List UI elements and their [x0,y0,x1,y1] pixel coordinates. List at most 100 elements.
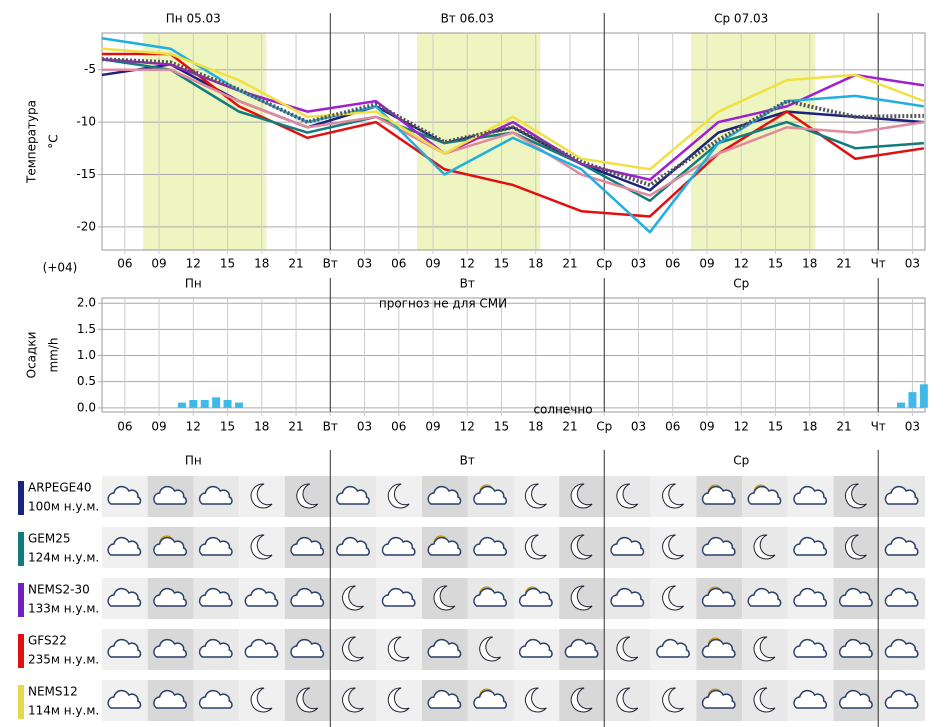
x-tick-label: Чт [871,257,886,271]
cloud-icon [701,689,736,709]
moon-icon [570,687,593,713]
cloud-icon [153,485,187,505]
y-tick-label: 0.5 [77,374,96,388]
cloud-icon [701,638,736,658]
cloud-icon [290,536,325,556]
icon-cell [650,476,697,517]
precip-bar [223,399,232,408]
x-tick-label: 03 [905,420,920,434]
icon-cell [650,578,697,619]
icon-cell [742,680,788,721]
model-altitude: 235м н.у.м. [28,653,99,667]
model-name: NEMS2-30 [28,583,90,597]
moon-icon [524,534,547,560]
icon-day-label: Пн [185,454,202,468]
icon-cell [376,680,423,721]
moon-icon [570,534,593,560]
icon-cell [376,629,423,670]
cloud-icon [884,485,919,505]
cloud-icon [153,638,187,658]
moon-icon [662,534,684,560]
icon-cell [239,476,285,517]
moon-icon [570,585,593,611]
moon-icon [342,636,364,662]
x-tick-label: 15 [494,257,509,271]
temperature-line [102,52,925,218]
model-altitude: 114м н.у.м. [28,704,99,718]
icon-cell [513,680,560,721]
precip-bar [908,392,917,408]
cloud-icon [198,638,233,658]
cloud-icon [427,638,462,658]
moon-icon [524,483,547,509]
y-tick-label: 1.5 [77,322,96,336]
cloud-icon [793,689,828,709]
cloud-icon [473,485,507,505]
icon-cell [650,527,697,568]
icon-cell [833,476,880,517]
x-tick-label: 06 [391,420,406,434]
cloud-icon [838,638,873,658]
cloud-icon [336,485,370,505]
model-name: ARPEGE40 [28,481,92,495]
model-marker [18,532,24,566]
moon-icon [250,483,273,509]
x-tick-label: 06 [391,257,406,271]
icon-cell [650,680,697,721]
cloud-icon [153,689,187,709]
x-tick-label: 15 [494,420,509,434]
x-tick-label: 12 [186,257,201,271]
cloud-icon [473,689,507,709]
cloud-icon [884,638,919,658]
moon-icon [616,483,639,509]
moon-icon [387,483,410,509]
model-marker [18,481,24,515]
icon-cell [239,527,285,568]
x-tick-label: 06 [117,257,132,271]
model-altitude: 133м н.у.м. [28,602,99,616]
day-label: Вт 06.03 [441,12,494,26]
icon-cell [559,578,605,619]
cloud-icon [564,638,599,658]
annotation: солнечно [533,403,592,417]
model-marker [18,685,24,719]
cloud-icon [427,689,462,709]
x-tick-label: 21 [288,420,303,434]
y-tick-label: -5 [84,62,96,76]
cloud-icon [107,587,142,607]
moon-icon [753,534,776,560]
cloud-icon [153,536,187,556]
cloud-icon [518,587,553,607]
moon-icon [433,585,456,611]
cloud-icon [427,536,462,556]
x-tick-label: 06 [665,420,680,434]
icon-cell [330,578,377,619]
moon-icon [845,483,867,509]
moon-icon [753,636,776,662]
cloud-icon [701,485,736,505]
timezone: (+04) [43,261,78,275]
cloud-icon [244,638,279,658]
moon-icon [342,687,364,713]
x-tick-label: 18 [802,420,817,434]
x-tick-label: 12 [460,257,475,271]
x-tick-label: 09 [425,257,440,271]
moon-icon [296,483,319,509]
moon-icon [616,636,639,662]
icon-cell [284,476,331,517]
x-tick-label: 12 [734,420,749,434]
cloud-icon [793,485,828,505]
x-tick-label: 18 [254,420,269,434]
moon-icon [250,534,273,560]
x-tick-label: 03 [357,420,372,434]
temperature-line [101,37,925,234]
precip-bar [177,402,186,408]
model-altitude: 124м н.у.м. [28,551,99,565]
cloud-icon [838,587,873,607]
cloud-icon [518,638,553,658]
icon-cell [376,476,423,517]
x-tick-label: 03 [631,420,646,434]
x-tick-label: 09 [151,257,166,271]
model-name: GFS22 [28,634,67,648]
precip-bar [234,402,243,408]
